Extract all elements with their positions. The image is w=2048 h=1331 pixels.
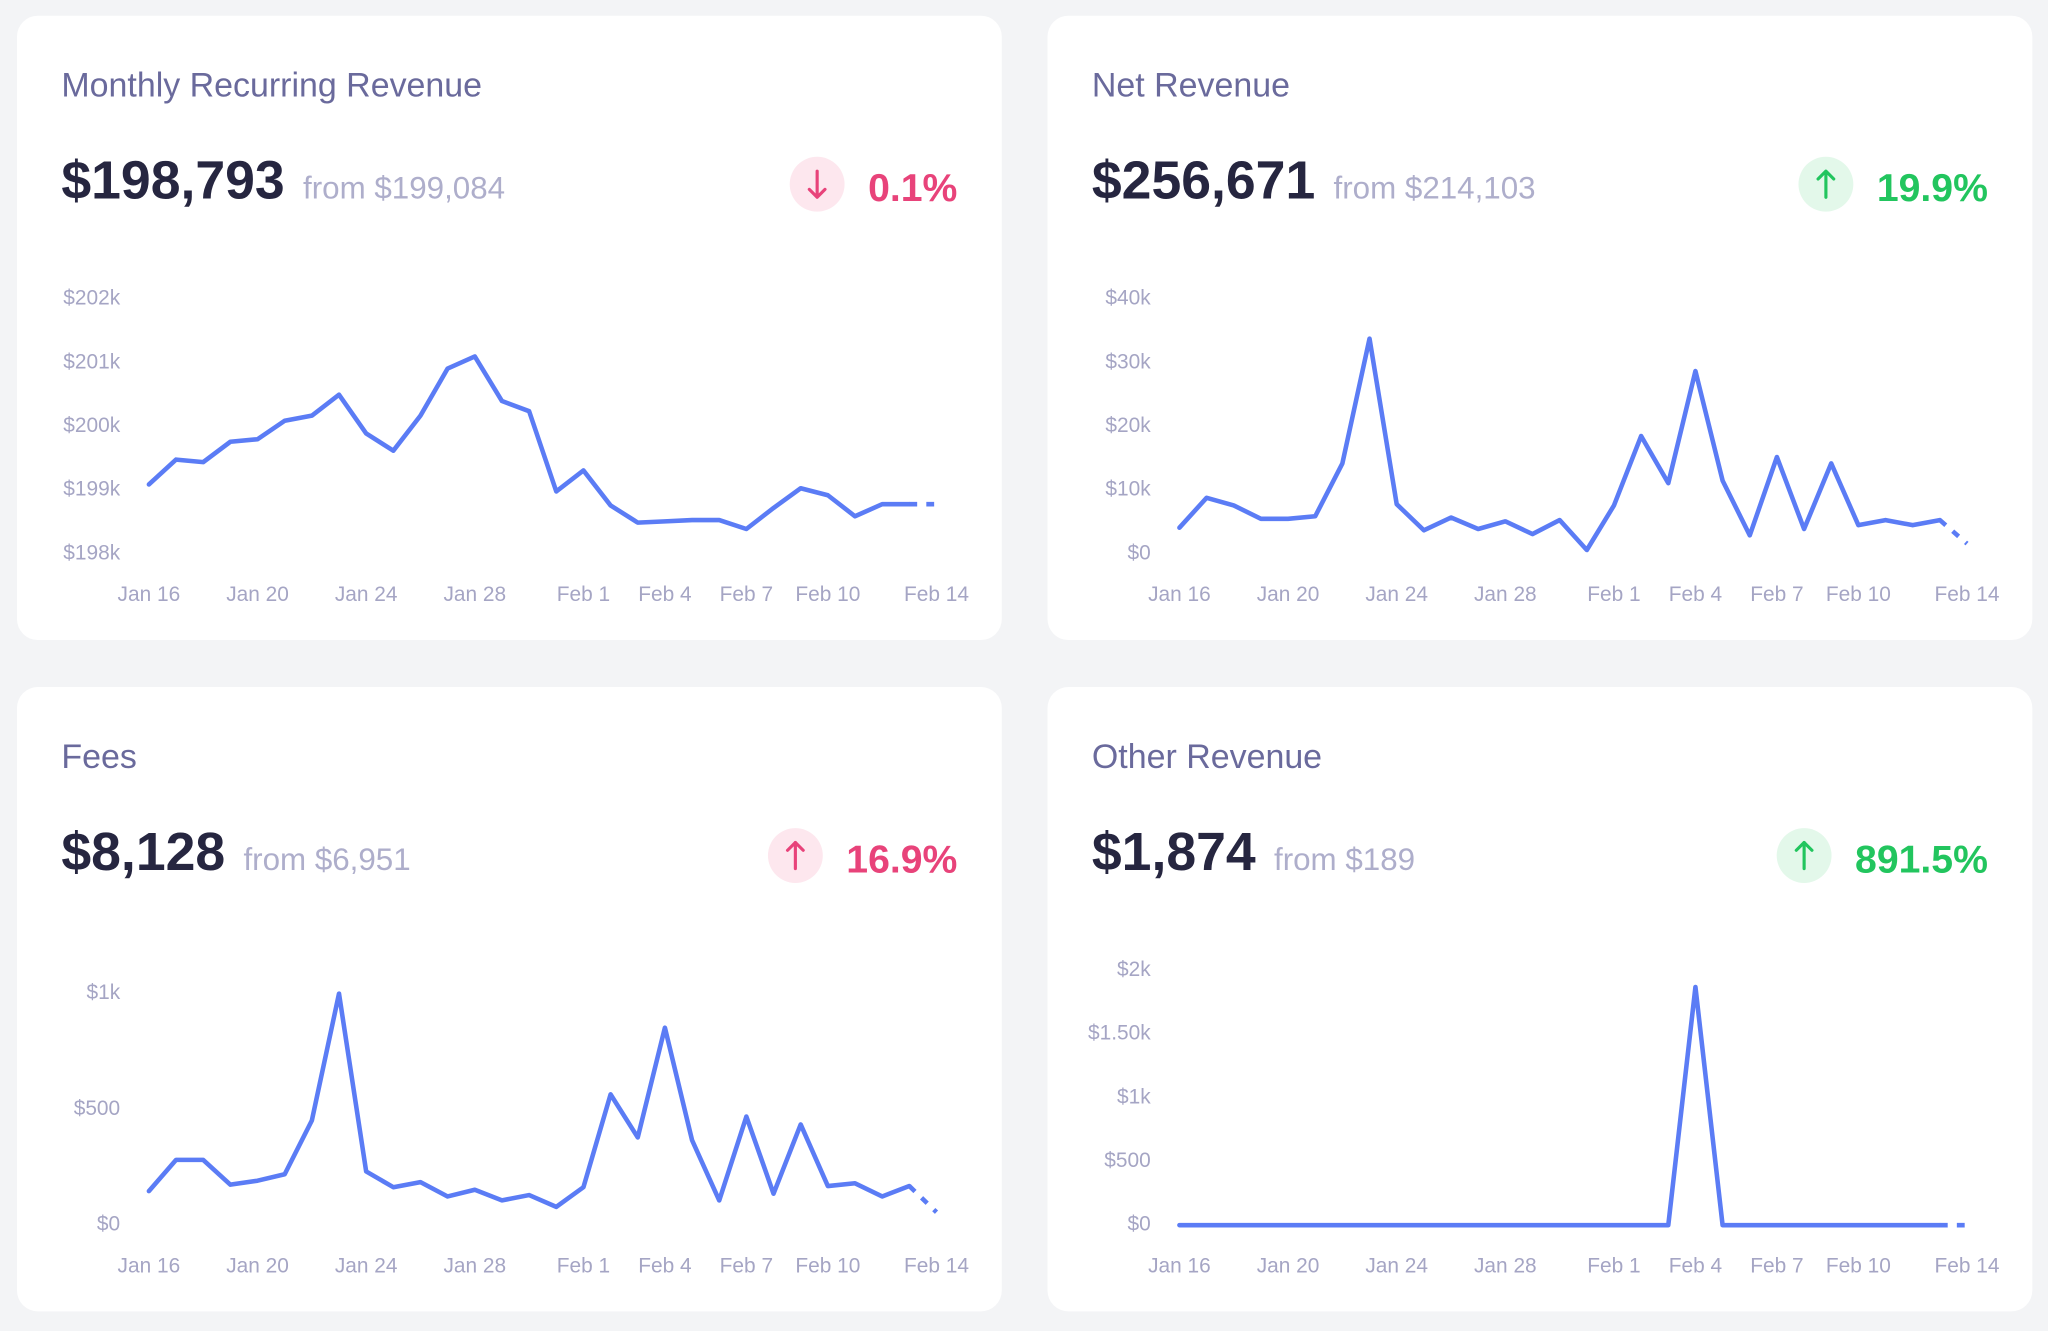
- headline-value: $256,671: [1092, 152, 1315, 211]
- line-series: [1177, 336, 1943, 553]
- x-tick-label: Feb 10: [1826, 1254, 1891, 1277]
- y-tick-label: $1k: [1117, 1085, 1151, 1108]
- x-tick-label: Feb 7: [720, 1254, 773, 1277]
- change-value: 19.9%: [1877, 167, 1988, 210]
- headline-value: $198,793: [61, 152, 284, 211]
- card-title: Fees: [61, 738, 136, 776]
- y-tick-label: $0: [1127, 1213, 1150, 1236]
- y-tick-label: $1.50k: [1088, 1022, 1151, 1045]
- headline: $8,128 from $6,951: [61, 823, 410, 882]
- x-tick-label: Feb 7: [1750, 583, 1803, 606]
- x-tick-label: Jan 16: [118, 583, 181, 606]
- change-value: 891.5%: [1855, 839, 1988, 882]
- x-tick-label: Jan 28: [1474, 583, 1537, 606]
- change-arrow: [1794, 840, 1814, 871]
- card-title: Net Revenue: [1092, 67, 1290, 105]
- y-tick-label: $201k: [63, 350, 120, 373]
- line-series: [146, 354, 912, 532]
- x-tick-label: Jan 24: [335, 583, 398, 606]
- x-tick-label: Feb 4: [1669, 583, 1722, 606]
- x-tick-label: Jan 16: [118, 1254, 181, 1277]
- y-tick-label: $199k: [63, 478, 120, 501]
- metric-card: Net Revenue $256,671 from $214,103 19.9% $0 $…: [1047, 15, 2033, 641]
- card-title: Other Revenue: [1092, 738, 1322, 776]
- comparison: from $189: [1274, 842, 1415, 877]
- x-tick-label: Jan 24: [1365, 583, 1428, 606]
- comparison: from $6,951: [243, 842, 410, 877]
- card-title: Monthly Recurring Revenue: [61, 67, 482, 105]
- comparison: from $214,103: [1334, 171, 1536, 206]
- headline: $198,793 from $199,084: [61, 152, 505, 211]
- card: [1047, 15, 2033, 641]
- change-value: 16.9%: [846, 839, 957, 882]
- card: [16, 687, 1002, 1312]
- line-series: [146, 991, 912, 1210]
- x-tick-label: Feb 4: [638, 1254, 691, 1277]
- x-tick-label: Feb 10: [1826, 583, 1891, 606]
- y-tick-label: $198k: [63, 541, 120, 564]
- headline-value: $1,874: [1092, 823, 1256, 882]
- x-tick-label: Feb 4: [1669, 1254, 1722, 1277]
- metric-card: Other Revenue $1,874 from $189 891.5% $0 $500…: [1047, 687, 2033, 1312]
- y-tick-label: $20k: [1105, 414, 1151, 437]
- x-tick-label: Feb 1: [557, 1254, 610, 1277]
- headline: $1,874 from $189: [1092, 823, 1415, 882]
- card: [16, 15, 1002, 641]
- x-tick-label: Jan 20: [1257, 1254, 1320, 1277]
- y-tick-label: $0: [97, 1213, 120, 1236]
- y-tick-label: $0: [1127, 541, 1150, 564]
- x-tick-label: Jan 28: [443, 583, 506, 606]
- y-tick-label: $500: [1104, 1149, 1150, 1172]
- y-tick-label: $1k: [86, 981, 120, 1004]
- comparison: from $199,084: [303, 171, 505, 206]
- x-tick-label: Jan 20: [226, 583, 289, 606]
- x-tick-label: Feb 14: [904, 583, 969, 606]
- x-tick-label: Feb 14: [904, 1254, 969, 1277]
- change-arrow: [1816, 169, 1836, 199]
- headline-value: $8,128: [61, 823, 225, 882]
- y-tick-label: $10k: [1105, 478, 1151, 501]
- change-value: 0.1%: [868, 167, 957, 210]
- x-tick-label: Feb 7: [720, 583, 773, 606]
- x-tick-label: Jan 16: [1148, 1254, 1211, 1277]
- x-tick-label: Feb 14: [1935, 1254, 2000, 1277]
- line-series: [1177, 984, 1943, 1228]
- y-tick-label: $202k: [63, 287, 120, 310]
- change-arrow: [785, 840, 805, 871]
- change-arrow: [807, 169, 827, 199]
- x-tick-label: Jan 20: [226, 1254, 289, 1277]
- x-tick-label: Jan 28: [443, 1254, 506, 1277]
- headline: $256,671 from $214,103: [1092, 152, 1536, 211]
- metric-card: Monthly Recurring Revenue $198,793 from $1…: [16, 15, 1002, 641]
- x-tick-label: Jan 20: [1257, 583, 1320, 606]
- x-tick-label: Jan 24: [1365, 1254, 1428, 1277]
- x-tick-label: Jan 28: [1474, 1254, 1537, 1277]
- y-tick-label: $200k: [63, 414, 120, 437]
- x-tick-label: Feb 10: [795, 583, 860, 606]
- x-tick-label: Feb 1: [1587, 1254, 1640, 1277]
- x-tick-label: Jan 24: [335, 1254, 398, 1277]
- y-tick-label: $40k: [1105, 287, 1151, 310]
- x-tick-label: Feb 1: [1587, 583, 1640, 606]
- x-tick-label: Feb 1: [557, 583, 610, 606]
- line-series-incomplete: [1938, 518, 1969, 546]
- x-tick-label: Feb 4: [638, 583, 691, 606]
- y-tick-label: $30k: [1105, 350, 1151, 373]
- x-tick-label: Feb 7: [1750, 1254, 1803, 1277]
- line-series-incomplete: [907, 1184, 939, 1214]
- x-tick-label: Feb 10: [795, 1254, 860, 1277]
- card: [1047, 687, 2033, 1312]
- y-tick-label: $500: [74, 1097, 120, 1120]
- metric-card: Fees $8,128 from $6,951 16.9% $0 $500 $1k Jan 1…: [16, 687, 1002, 1312]
- x-tick-label: Feb 14: [1935, 583, 2000, 606]
- y-tick-label: $2k: [1117, 958, 1151, 981]
- x-tick-label: Jan 16: [1148, 583, 1211, 606]
